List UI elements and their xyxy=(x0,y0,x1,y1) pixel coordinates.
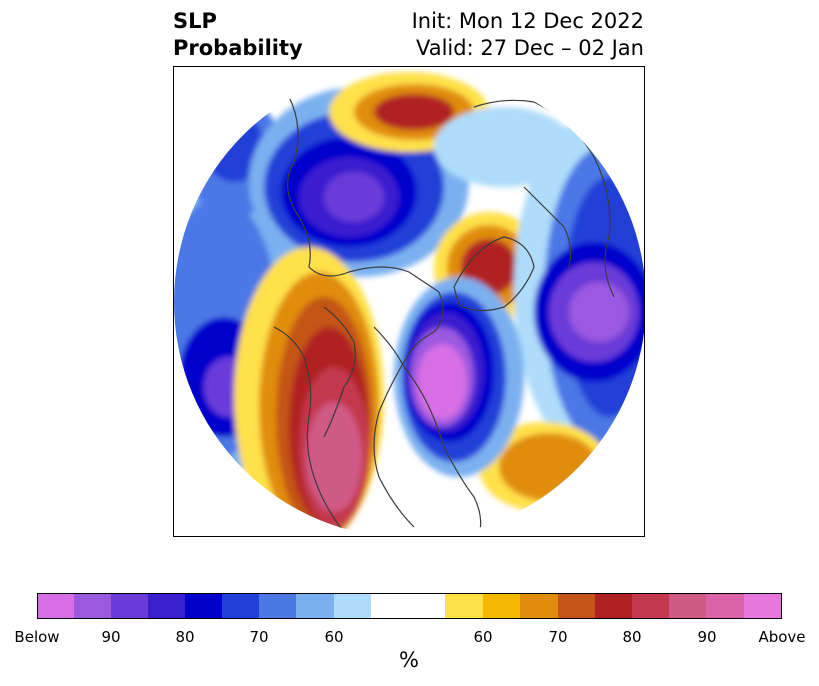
colorbar-tick-label: Above xyxy=(758,628,806,646)
colorbar-segment xyxy=(483,593,520,619)
title-line-1: SLP xyxy=(173,9,217,33)
colorbar-segment xyxy=(74,593,111,619)
colorbar-segment xyxy=(595,593,632,619)
colorbar xyxy=(37,593,782,619)
valid-range: Valid: 27 Dec – 02 Jan xyxy=(415,36,644,60)
colorbar-segment xyxy=(334,593,371,619)
colorbar-border xyxy=(37,593,782,619)
colorbar-tick-label: 60 xyxy=(473,628,493,646)
colorbar-tick-label: 90 xyxy=(101,628,121,646)
coastlines xyxy=(273,96,615,536)
colorbar-segment xyxy=(744,593,782,619)
title-line-2: Probability xyxy=(173,36,303,60)
colorbar-unit: % xyxy=(399,648,419,672)
colorbar-tick-label: Below xyxy=(14,628,60,646)
colorbar-segment xyxy=(445,593,483,619)
colorbar-tick-label: 70 xyxy=(548,628,568,646)
anomaly-field xyxy=(174,67,644,536)
colorbar-segment xyxy=(259,593,296,619)
colorbar-segment xyxy=(520,593,558,619)
colorbar-segment xyxy=(111,593,148,619)
colorbar-segment xyxy=(669,593,706,619)
map-title: SLP Probability xyxy=(173,8,303,62)
colorbar-segment xyxy=(706,593,744,619)
colorbar-tick-label: 70 xyxy=(249,628,269,646)
init-date: Init: Mon 12 Dec 2022 xyxy=(411,9,644,33)
colorbar-tick-label: 60 xyxy=(324,628,344,646)
colorbar-tick-label: 80 xyxy=(622,628,642,646)
colorbar-segment xyxy=(632,593,669,619)
colorbar-segment xyxy=(371,593,445,619)
colorbar-tick-label: 80 xyxy=(175,628,195,646)
map-panel xyxy=(173,66,645,537)
colorbar-segment xyxy=(185,593,222,619)
colorbar-segment xyxy=(37,593,74,619)
colorbar-segment xyxy=(148,593,185,619)
colorbar-segment xyxy=(222,593,259,619)
colorbar-segment xyxy=(558,593,595,619)
slp-probability-map xyxy=(174,67,644,536)
colorbar-segment xyxy=(296,593,334,619)
colorbar-tick-label: 90 xyxy=(697,628,717,646)
forecast-dates: Init: Mon 12 Dec 2022 Valid: 27 Dec – 02… xyxy=(412,8,644,62)
